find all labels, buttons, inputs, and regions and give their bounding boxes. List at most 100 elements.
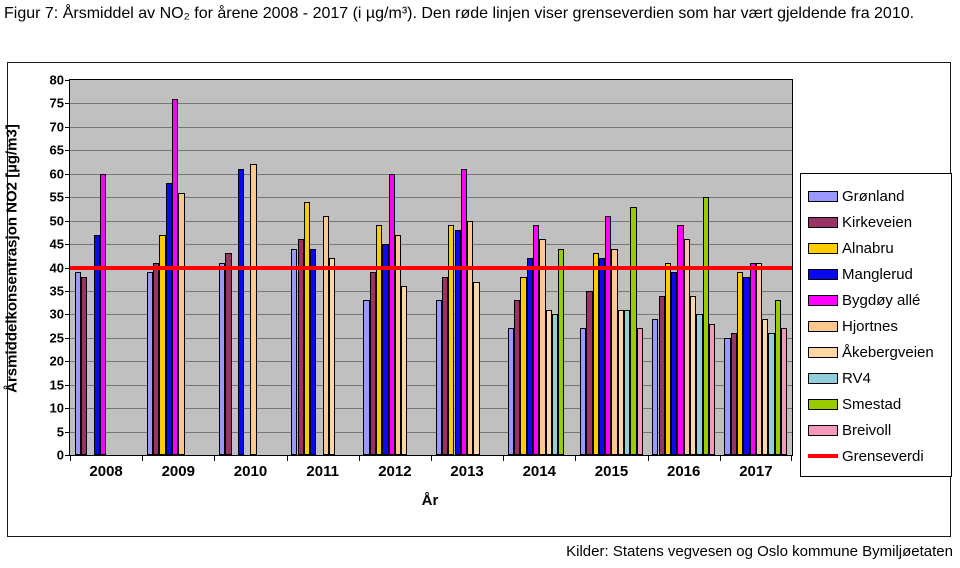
x-axis-category-label: 2017 bbox=[739, 463, 773, 480]
bar-alnabru-2013 bbox=[448, 225, 455, 455]
legend-label: Breivoll bbox=[842, 421, 892, 439]
x-axis-category-label: 2010 bbox=[233, 463, 268, 480]
x-axis-tick-mark bbox=[142, 455, 144, 461]
y-axis-tick-label: 70 bbox=[49, 119, 64, 135]
y-axis-tick-label: 80 bbox=[49, 72, 64, 88]
x-axis-tick-mark bbox=[575, 455, 577, 461]
y-axis-tick-label: 0 bbox=[56, 447, 64, 463]
y-axis-tick-mark bbox=[65, 408, 70, 410]
legend-item-manglerud: Manglerud bbox=[808, 261, 947, 287]
limit-line bbox=[70, 265, 792, 270]
legend-label: Bygdøy allé bbox=[842, 291, 921, 309]
legend-swatch bbox=[808, 398, 838, 410]
bar--kebergveien-2017 bbox=[762, 319, 769, 455]
bar-gr-nland-2015 bbox=[580, 328, 587, 455]
bar-gr-nland-2009 bbox=[146, 272, 154, 455]
y-axis-tick-label: 75 bbox=[49, 95, 64, 111]
y-axis-tick-mark bbox=[65, 267, 70, 269]
bar-bygd-y-all--2008 bbox=[99, 173, 107, 455]
legend-item-kirkeveien: Kirkeveien bbox=[808, 209, 947, 235]
bar-manglerud-2010 bbox=[237, 169, 245, 455]
legend-swatch bbox=[808, 320, 838, 332]
bar-alnabru-2015 bbox=[592, 253, 599, 455]
bar-hjortnes-2017 bbox=[755, 262, 763, 455]
legend-item-alnabru: Alnabru bbox=[808, 235, 947, 261]
bar-group-2008 bbox=[70, 80, 142, 455]
legend-label: Hjortnes bbox=[842, 317, 898, 335]
gridline bbox=[70, 244, 792, 246]
bar-hjortnes-2011 bbox=[322, 215, 329, 455]
bar-bygd-y-all--2016 bbox=[677, 225, 684, 455]
legend-swatch bbox=[808, 242, 838, 254]
bar-group-2013 bbox=[431, 80, 503, 455]
bar-manglerud-2009 bbox=[165, 183, 172, 455]
bar-hjortnes-2016 bbox=[683, 239, 690, 455]
y-axis-tick-label: 40 bbox=[49, 260, 64, 275]
bar-bygd-y-all--2015 bbox=[605, 215, 612, 455]
y-axis-tick-mark bbox=[65, 173, 70, 175]
bar-gr-nland-2010 bbox=[219, 262, 226, 455]
bar-alnabru-2011 bbox=[303, 201, 311, 455]
bar-bygd-y-all--2012 bbox=[388, 173, 395, 455]
y-axis-tick-label: 55 bbox=[49, 189, 64, 205]
bar-breivoll-2015 bbox=[636, 328, 643, 455]
bar-alnabru-2017 bbox=[737, 272, 744, 455]
legend-label: Smestad bbox=[842, 395, 902, 413]
legend-swatch bbox=[808, 294, 838, 306]
chart-frame: Årsmiddelkonsentrasjon NO2 [µg/m3] 0 5 10 1… bbox=[3, 62, 952, 537]
gridline bbox=[70, 173, 792, 175]
y-axis-tick-mark bbox=[65, 361, 70, 363]
y-axis-title: Årsmiddelkonsentrasjon NO2 [µg/m3] bbox=[3, 124, 21, 393]
bar-kirkeveien-2011 bbox=[297, 239, 304, 455]
bar-manglerud-2012 bbox=[382, 244, 389, 455]
x-axis-category-label: 2015 bbox=[594, 463, 629, 480]
legend-swatch-limit-line bbox=[808, 454, 838, 458]
bar-hjortnes-2013 bbox=[467, 220, 474, 455]
y-axis-tick-label: 45 bbox=[49, 236, 64, 252]
bar-kirkeveien-2008 bbox=[80, 276, 88, 455]
bar-group-2012 bbox=[359, 80, 431, 455]
y-axis-tick-mark bbox=[65, 337, 70, 339]
x-axis-tick-mark bbox=[431, 455, 432, 461]
bar-manglerud-2016 bbox=[671, 272, 678, 455]
legend-item-smestad: Smestad bbox=[808, 391, 947, 417]
bar-rv4-2016 bbox=[696, 314, 703, 455]
bar-kirkeveien-2015 bbox=[586, 290, 593, 455]
x-axis-category-label: 2011 bbox=[306, 463, 339, 480]
legend-label: Åkebergveien bbox=[842, 343, 934, 361]
bar-breivoll-2017 bbox=[781, 328, 788, 455]
legend-label: Alnabru bbox=[842, 239, 894, 257]
legend-item-breivoll: Breivoll bbox=[808, 417, 947, 443]
bar-gr-nland-2017 bbox=[724, 337, 731, 455]
legend-item-grenseverdi: Grenseverdi bbox=[808, 443, 947, 469]
bar-gr-nland-2012 bbox=[363, 300, 370, 455]
bar-group-2011 bbox=[287, 80, 359, 455]
x-axis-tick-mark bbox=[791, 455, 792, 461]
gridline bbox=[70, 431, 792, 433]
y-axis-tick-label: 60 bbox=[49, 166, 64, 182]
bar-gr-nland-2011 bbox=[291, 248, 298, 455]
bar-kirkeveien-2009 bbox=[153, 262, 160, 455]
bar-manglerud-2015 bbox=[598, 258, 606, 455]
y-axis-tick-label: 65 bbox=[49, 142, 64, 158]
bar--kebergveien-2012 bbox=[401, 286, 408, 455]
bar-kirkeveien-2012 bbox=[369, 272, 376, 455]
legend-item-hjortnes: Hjortnes bbox=[808, 313, 947, 339]
legend-item--kebergveien: Åkebergveien bbox=[808, 339, 947, 365]
y-axis-tick-mark bbox=[65, 150, 70, 152]
legend-swatch bbox=[808, 268, 838, 280]
x-axis-category-label: 2016 bbox=[667, 463, 701, 480]
bar-hjortnes-2012 bbox=[394, 234, 402, 455]
bar-manglerud-2008 bbox=[93, 234, 100, 455]
bar-group-2010 bbox=[214, 80, 286, 455]
bar--kebergveien-2013 bbox=[473, 281, 480, 455]
y-axis-tick-label: 50 bbox=[49, 213, 64, 229]
bar-kirkeveien-2017 bbox=[730, 333, 737, 455]
x-axis-tick-mark bbox=[647, 455, 649, 461]
x-axis-category-label: 2009 bbox=[161, 463, 195, 480]
bar-hjortnes-2014 bbox=[539, 239, 546, 455]
legend-label: RV4 bbox=[842, 369, 871, 387]
bar-bygd-y-all--2009 bbox=[171, 98, 179, 455]
bar-alnabru-2014 bbox=[520, 276, 527, 455]
legend: Grønland Kirkeveien Alnabru Manglerud Bygdøy… bbox=[800, 173, 952, 477]
